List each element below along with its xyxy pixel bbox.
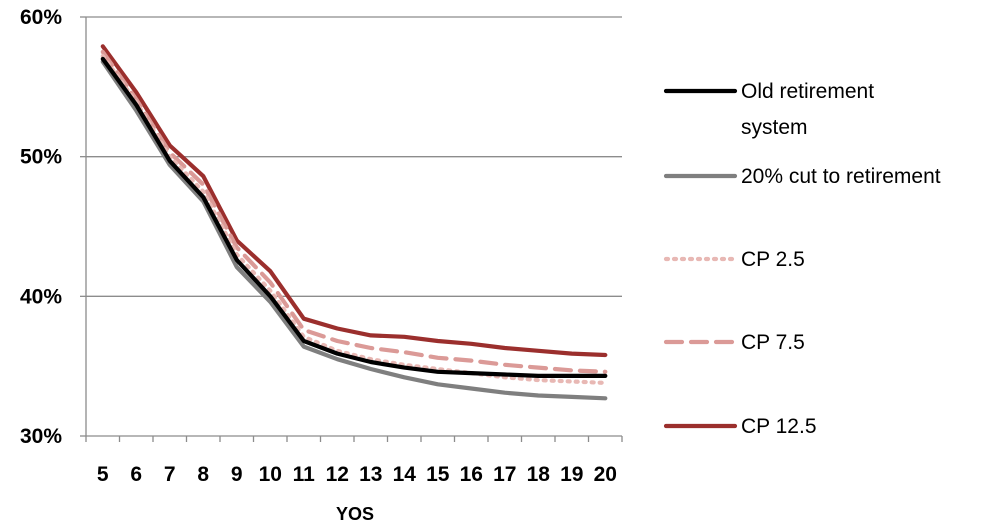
legend: Old retirement system 20% cut to retiremen… <box>663 80 941 438</box>
x-tick-label: 6 <box>130 463 142 486</box>
legend-label-4: CP 12.5 <box>741 415 817 438</box>
series-line-1 <box>100 59 608 401</box>
x-tick-label: 14 <box>393 463 417 486</box>
x-tick-label: 19 <box>560 463 583 486</box>
x-tick-label: 16 <box>460 463 483 486</box>
x-axis-ticks: 5 6 7 8 9 10 11 12 13 14 15 16 17 18 19 20 <box>85 436 623 486</box>
x-axis-title: YOS <box>336 504 374 524</box>
x-tick-label: 18 <box>527 463 551 486</box>
x-tick-label: 13 <box>359 463 382 486</box>
y-tick-label: 50% <box>20 146 62 169</box>
y-tick-label: 30% <box>20 425 62 448</box>
x-tick-label: 7 <box>164 463 176 486</box>
legend-label-2: CP 2.5 <box>741 248 805 271</box>
series-line-2 <box>100 53 608 385</box>
legend-label-3: CP 7.5 <box>741 331 805 354</box>
x-tick-label: 5 <box>97 463 109 486</box>
x-tick-label: 20 <box>594 463 617 486</box>
y-tick-label: 40% <box>20 285 62 308</box>
series-lines <box>100 44 608 401</box>
x-tick-label: 12 <box>326 463 349 486</box>
x-tick-label: 8 <box>197 463 209 486</box>
x-tick-label: 11 <box>293 463 316 486</box>
series-line-3 <box>100 49 608 374</box>
x-tick-label: 17 <box>493 463 516 486</box>
series-line-4 <box>100 44 608 358</box>
series-line-0 <box>100 56 608 378</box>
legend-label-0: Old retirement <box>741 80 874 103</box>
x-tick-label: 15 <box>426 463 450 486</box>
legend-label-0: system <box>741 116 808 139</box>
x-tick-label: 9 <box>231 463 243 486</box>
x-tick-label: 10 <box>259 463 282 486</box>
axes <box>85 17 622 437</box>
y-axis-ticks: 30% 40% 50% 60% <box>20 6 86 448</box>
legend-label-1: 20% cut to retirement <box>741 165 941 188</box>
y-tick-label: 60% <box>20 6 62 29</box>
